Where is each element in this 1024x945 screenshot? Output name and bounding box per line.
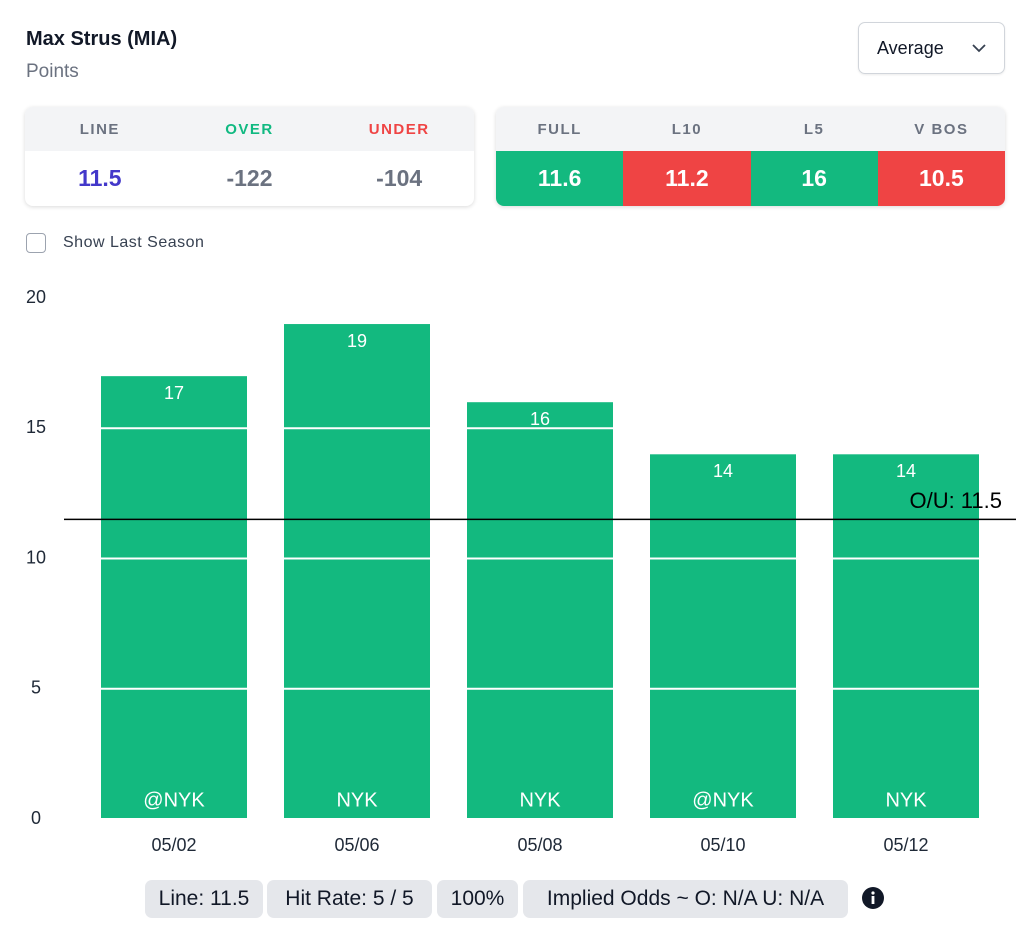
player-title: Max Strus (MIA) <box>26 28 178 50</box>
stats-value: 11.6 <box>496 151 624 206</box>
x-tick-label: 05/02 <box>151 835 196 855</box>
info-icon[interactable] <box>861 886 885 910</box>
bar-opponent-label: NYK <box>519 789 561 811</box>
stats-value-row: 11.6 11.2 16 10.5 <box>496 151 1005 206</box>
line-header: OVER <box>225 120 274 138</box>
stats-header: L10 <box>671 120 703 138</box>
bar-opponent-label: NYK <box>885 789 927 811</box>
y-tick-label: 20 <box>26 287 46 307</box>
stats-header: V BOS <box>914 120 969 138</box>
chevron-icon <box>972 44 986 53</box>
reference-line-label: O/U: 11.5 <box>909 488 1002 513</box>
dropdown[interactable]: Average <box>858 22 1005 74</box>
stats-value: 11.2 <box>623 151 751 206</box>
bar-opponent-label: @NYK <box>692 789 754 811</box>
bar <box>284 324 430 819</box>
stats-value: 16 <box>750 151 878 206</box>
footer-pill: Implied Odds ~ O: N/A U: N/A <box>523 880 848 918</box>
stats-header: FULL <box>537 120 582 138</box>
line-value-row: 11.5 -122 -104 <box>25 151 474 206</box>
bar-value-label: 14 <box>896 461 916 481</box>
stat-subtitle: Points <box>26 61 79 82</box>
y-tick-label: 15 <box>26 417 46 437</box>
bar <box>101 376 247 819</box>
bar-value-label: 17 <box>164 383 184 403</box>
stats-header: L5 <box>803 120 825 138</box>
bar-value-label: 19 <box>347 331 367 351</box>
line-header-row: LINE OVER UNDER <box>25 107 474 151</box>
footer-pill: Hit Rate: 5 / 5 <box>267 880 432 918</box>
y-tick-label: 10 <box>26 547 46 567</box>
line-header: UNDER <box>368 120 430 138</box>
line-value: 11.5 <box>78 165 122 191</box>
line-card: LINE OVER UNDER 11.5 -122 -104 <box>25 107 474 206</box>
line-value: -104 <box>376 165 423 191</box>
line-header: LINE <box>79 120 120 138</box>
x-tick-label: 05/12 <box>883 835 928 855</box>
checkbox[interactable] <box>26 233 46 253</box>
dropdown-value: Average <box>877 37 944 58</box>
y-tick-label: 0 <box>31 808 41 828</box>
bar <box>650 454 796 819</box>
footer-pill: 100% <box>437 880 518 918</box>
y-tick-label: 5 <box>31 678 41 698</box>
bar-opponent-label: @NYK <box>143 789 205 811</box>
footer-pill: Line: 11.5 <box>145 880 263 918</box>
bar-value-label: 16 <box>530 409 550 429</box>
stats-header-row: FULL L10 L5 V BOS <box>496 107 1005 151</box>
stats-card: FULL L10 L5 V BOS 11.6 11.2 16 10.5 <box>496 107 1005 206</box>
bar-opponent-label: NYK <box>336 789 378 811</box>
bar <box>833 454 979 819</box>
bar-value-label: 14 <box>713 461 733 481</box>
checkbox-label: Show Last Season <box>63 234 205 251</box>
x-tick-label: 05/08 <box>517 835 562 855</box>
line-value: -122 <box>226 165 273 191</box>
bar <box>467 402 613 819</box>
x-tick-label: 05/10 <box>700 835 745 855</box>
stats-value: 10.5 <box>877 151 1005 206</box>
x-tick-label: 05/06 <box>334 835 379 855</box>
